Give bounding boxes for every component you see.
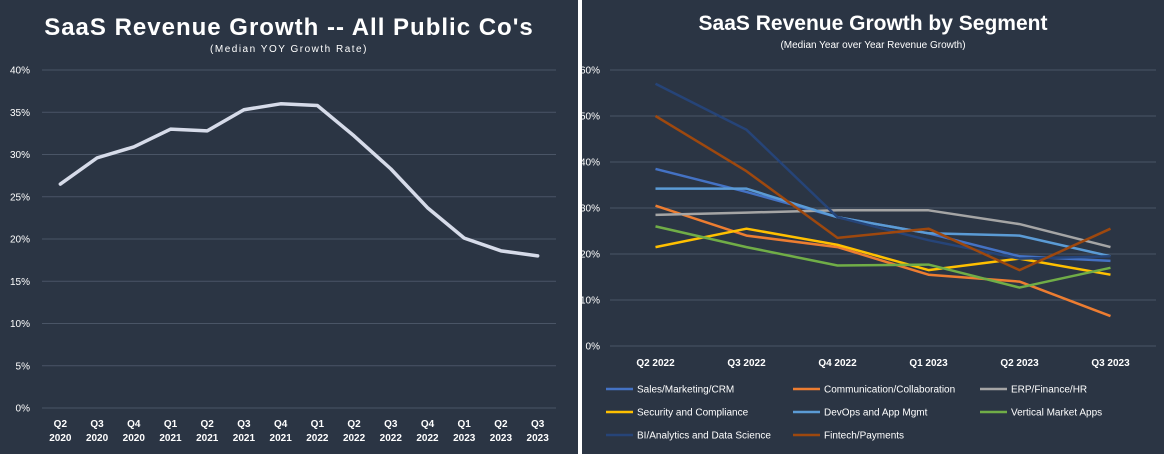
legend-label: Sales/Marketing/CRM [637,385,734,396]
x-tick-label: 2021 [196,433,219,444]
x-tick-label: Q3 2022 [727,358,766,369]
data-point [279,102,282,106]
series-line [655,167,1111,263]
right-chart-subtitle: (Median Year over Year Revenue Growth) [780,40,966,51]
x-tick-label: Q1 [164,419,178,430]
x-tick-label: Q1 2023 [909,358,948,369]
data-point [316,104,319,107]
series-line [654,114,1112,272]
x-tick-label: Q1 [458,419,472,430]
y-tick-label: 10% [582,296,600,307]
x-tick-label: 2020 [86,433,109,444]
left-chart-title: SaaS Revenue Growth -- All Public Co's [44,14,534,41]
y-tick-label: 0% [586,342,601,353]
x-tick-label: Q3 [237,419,251,430]
x-tick-label: 2021 [270,433,293,444]
x-tick-label: Q4 [127,419,141,430]
left-chart-plot: 0% 5% 10% 15% 20% 25% 30% 35% 40% Q2 2020 Q3 2020 Q4 2… [10,66,556,444]
series-line [655,225,1111,289]
y-tick-label: 0% [16,404,31,415]
data-point [352,134,356,138]
y-tick-label: 35% [10,108,30,119]
data-point [132,145,135,149]
y-tick-label: 40% [582,158,600,169]
y-tick-label: 20% [10,235,30,246]
x-tick-label: 2023 [490,433,513,444]
data-point [499,249,503,253]
x-tick-label: Q3 [531,419,545,430]
x-tick-label: 2020 [123,433,146,444]
series-line [655,227,1111,276]
data-point [95,156,99,160]
left-chart-panel: SaaS Revenue Growth -- All Public Co's (… [0,0,578,454]
right-chart-panel: SaaS Revenue Growth by Segment (Median Y… [582,0,1164,454]
legend-label: Security and Compliance [637,408,749,419]
y-tick-label: 30% [582,204,600,215]
x-tick-label: Q2 2022 [636,358,675,369]
x-tick-label: 2022 [416,433,439,444]
series-line [654,82,1111,260]
legend-label: Fintech/Payments [824,431,904,442]
x-tick-label: Q2 [54,419,68,430]
data-point [426,206,429,209]
data-point [206,129,209,133]
data-point [536,254,539,258]
x-tick-label: Q4 2022 [818,358,857,369]
x-tick-label: 2022 [380,433,403,444]
panel-divider [578,0,582,454]
x-tick-label: Q1 [311,419,325,430]
y-tick-label: 20% [582,250,600,261]
legend-label: BI/Analytics and Data Science [637,431,771,442]
x-tick-label: Q4 [274,419,288,430]
data-point [169,127,172,131]
legend-label: Communication/Collaboration [824,385,955,396]
x-tick-label: Q2 [347,419,361,430]
y-tick-label: 60% [582,66,600,77]
x-tick-label: 2022 [343,433,366,444]
data-point [59,182,62,186]
x-tick-label: 2022 [306,433,329,444]
x-tick-label: 2021 [233,433,256,444]
x-tick-label: Q2 [201,419,215,430]
y-tick-label: 40% [10,66,30,77]
y-tick-label: 15% [10,277,30,288]
x-tick-label: Q2 [494,419,508,430]
x-tick-label: Q4 [421,419,435,430]
data-point [389,167,392,171]
y-tick-label: 25% [10,192,30,203]
legend-label: ERP/Finance/HR [1011,385,1087,396]
left-chart-subtitle: (Median YOY Growth Rate) [210,44,368,55]
legend-label: DevOps and App Mgmt [824,408,928,419]
x-tick-label: Q3 2023 [1091,358,1130,369]
x-tick-label: 2021 [159,433,182,444]
y-tick-label: 30% [10,150,30,161]
x-tick-label: Q3 [384,419,398,430]
x-tick-label: 2023 [453,433,476,444]
x-tick-label: 2020 [49,433,72,444]
data-point [463,236,466,240]
y-tick-label: 10% [10,319,30,330]
series-line [655,187,1111,258]
x-tick-label: Q2 2023 [1000,358,1039,369]
x-tick-label: 2023 [527,433,550,444]
x-tick-label: Q3 [90,419,104,430]
y-tick-label: 5% [16,361,31,372]
y-tick-label: 50% [582,112,600,123]
series-line [58,102,540,258]
legend-label: Vertical Market Apps [1011,408,1102,419]
series-line [655,209,1111,249]
data-point [242,108,246,111]
right-chart-title: SaaS Revenue Growth by Segment [698,12,1048,35]
right-chart-plot: 0% 10% 20% 30% 40% 50% 60% Q2 2022 Q3 2022 Q4 202… [582,66,1156,442]
